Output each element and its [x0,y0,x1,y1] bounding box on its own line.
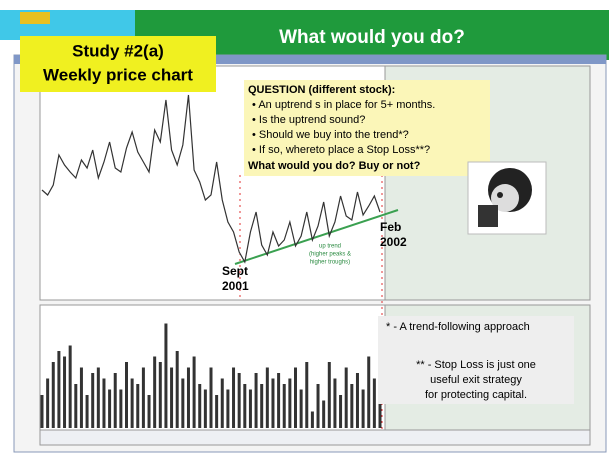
question-bullet: • If so, whereto place a Stop Loss**? [252,144,430,156]
volume-bar [164,324,167,429]
study-title: Study #2(a) [72,41,164,60]
volume-bar [181,379,184,429]
volume-bar [198,384,201,428]
question-heading: QUESTION (different stock): [248,84,395,96]
volume-bar [97,368,100,429]
question-bullet: • Should we buy into the trend*? [252,129,409,141]
volume-bar [249,390,252,429]
volume-bar [148,395,151,428]
volume-bar [41,395,44,428]
question-bullet: • An uptrend s in place for 5+ months. [252,99,435,111]
volume-bar [226,390,229,429]
volume-bar [238,373,241,428]
volume-bar [367,357,370,429]
volume-bar [277,373,280,428]
volume-bar [204,390,207,429]
volume-bar [317,384,320,428]
volume-bar [260,384,263,428]
volume-bar [215,395,218,428]
volume-bar [333,379,336,429]
volume-bar [102,379,105,429]
volume-bar [187,368,190,429]
volume-bar [288,379,291,429]
volume-bar [339,395,342,428]
thinker-icon [468,162,546,234]
volume-bar [328,362,331,428]
volume-bar [373,379,376,429]
bullet-text: If so, whereto place a Stop Loss**? [259,144,430,156]
volume-bar [350,384,353,428]
volume-bar [283,384,286,428]
volume-bar [170,368,173,429]
volume-bar [232,368,235,429]
volume-bar [255,373,258,428]
volume-bar [86,395,89,428]
volume-bar [176,351,179,428]
volume-bar [63,357,66,429]
bullet-text: An uptrend s in place for 5+ months. [258,99,435,111]
volume-bar [153,357,156,429]
volume-bar [300,390,303,429]
volume-bar [108,390,111,429]
slide-title: What would you do? [279,27,465,48]
uptrend-note: (higher peaks & [309,252,351,258]
volume-bar [91,373,94,428]
volume-bar [142,368,145,429]
volume-bar [131,379,134,429]
volume-bar [52,362,55,428]
sept-label: 2001 [222,279,249,293]
volume-bar [159,362,162,428]
study-title: Weekly price chart [43,65,193,84]
feb-label: 2002 [380,235,407,249]
volume-bar [221,379,224,429]
volume-bar [266,368,269,429]
note: ** - Stop Loss is just one [416,359,536,371]
note: * - A trend-following approach [386,321,530,333]
sept-label: Sept [222,264,248,278]
volume-bar [294,368,297,429]
volume-bar [125,362,128,428]
note: useful exit strategy [430,374,522,386]
uptrend-note: up trend [319,244,341,250]
volume-bar [136,384,139,428]
volume-bar [362,390,365,429]
volume-bar [243,384,246,428]
volume-bar [305,362,308,428]
question-closing: What would you do? Buy or not? [248,160,421,172]
volume-bar [57,351,60,428]
logo [20,12,50,24]
volume-bar [69,346,72,429]
volume-bar [210,368,213,429]
slide: What would you do? Study #2(a) Weekly pr… [0,0,609,457]
question-bullet: • Is the uptrend sound? [252,114,365,126]
volume-bar [193,357,196,429]
volume-bar [311,412,314,429]
volume-bar [356,373,359,428]
feb-label: Feb [380,220,401,234]
volume-bar [345,368,348,429]
bullet-text: Is the uptrend sound? [259,114,365,126]
note: for protecting capital. [425,389,527,401]
volume-bar [271,379,274,429]
volume-bar [322,401,325,429]
volume-bar [114,373,117,428]
volume-bar [46,379,49,429]
volume-bar [74,384,77,428]
bullet-text: Should we buy into the trend*? [259,129,409,141]
uptrend-note: higher troughs) [310,260,350,266]
volume-bar [119,390,122,429]
volume-bar [80,368,83,429]
time-axis [40,430,590,445]
